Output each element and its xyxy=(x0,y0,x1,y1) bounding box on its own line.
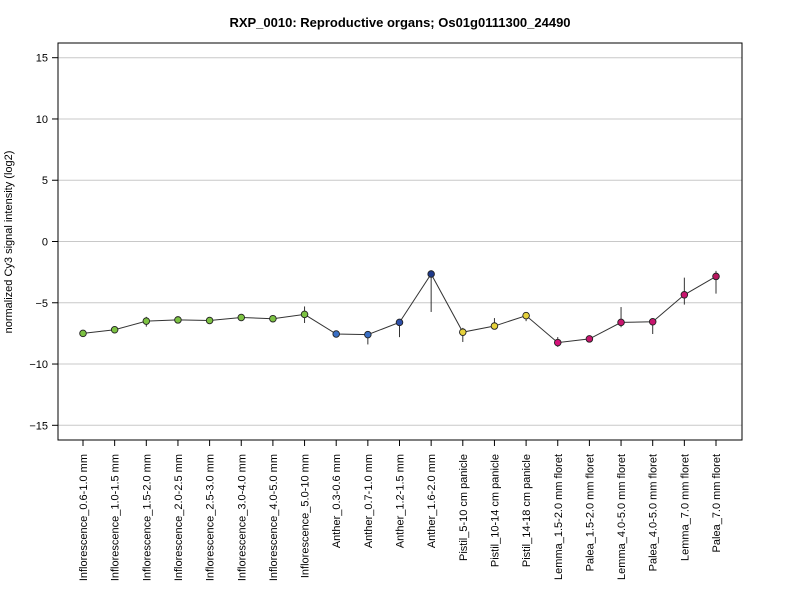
x-tick-label: Pistil_14-18 cm panicle xyxy=(521,454,533,567)
data-point xyxy=(332,330,340,338)
chart-title: RXP_0010: Reproductive organs; Os01g0111… xyxy=(229,15,570,30)
y-tick-label: 15 xyxy=(36,53,48,65)
x-tick-label: Pistil_5-10 cm panicle xyxy=(458,454,470,561)
y-tick-label: −5 xyxy=(35,298,48,310)
axes: −15 −10 −5 0 5 10 15 Inflorescence_0.6-1.0 mm In… xyxy=(29,42,743,581)
data-point xyxy=(490,322,499,330)
series xyxy=(79,270,720,347)
x-tick-label: Anther_0.7-1.0 mm xyxy=(363,454,375,548)
x-tick-label: Inflorescence_4.0-5.0 mm xyxy=(268,454,280,581)
x-tick-label: Anther_1.2-1.5 mm xyxy=(395,454,407,548)
data-point xyxy=(364,330,372,339)
x-tick-label: Palea_4.0-5.0 mm floret xyxy=(648,454,660,571)
data-point xyxy=(585,335,594,343)
data-point xyxy=(205,316,214,325)
data-point xyxy=(237,313,245,322)
x-tick-label: Lemma_1.5-2.0 mm floret xyxy=(553,454,565,580)
data-point xyxy=(142,317,151,325)
x-tick-label: Inflorescence_5.0-10 mm xyxy=(300,454,312,578)
data-point xyxy=(427,270,435,278)
x-tick-label: Inflorescence_1.0-1.5 mm xyxy=(110,454,122,581)
data-point xyxy=(554,338,562,347)
x-tick-label: Inflorescence_0.6-1.0 mm xyxy=(78,454,90,581)
data-point xyxy=(174,316,182,324)
data-point xyxy=(459,328,467,336)
data-point xyxy=(522,311,530,320)
data-point xyxy=(300,310,309,319)
x-tick-label: Palea_1.5-2.0 mm floret xyxy=(584,454,596,571)
x-tick-label: Inflorescence_3.0-4.0 mm xyxy=(236,454,248,581)
y-tick-label: 10 xyxy=(36,114,48,126)
x-tick-label: Inflorescence_2.5-3.0 mm xyxy=(205,454,217,581)
data-point xyxy=(269,314,277,323)
y-tick-label: 0 xyxy=(42,237,48,249)
data-point xyxy=(648,318,657,326)
grid-lines xyxy=(58,57,742,426)
data-point xyxy=(395,318,404,327)
y-axis-label: normalized Cy3 signal intensity (log2) xyxy=(3,151,15,334)
y-tick-label: 5 xyxy=(42,175,48,187)
x-tick-label: Anther_0.3-0.6 mm xyxy=(331,454,343,548)
data-point xyxy=(110,325,119,334)
x-tick-label: Inflorescence_1.5-2.0 mm xyxy=(141,454,153,581)
x-tick-label: Anther_1.6-2.0 mm xyxy=(426,454,438,548)
y-tick-label: −15 xyxy=(29,420,48,432)
x-tick-label: Pistil_10-14 cm panicle xyxy=(489,454,501,567)
y-tick-label: −10 xyxy=(29,359,48,371)
x-tick-label: Lemma_7.0 mm floret xyxy=(679,454,691,561)
data-point xyxy=(79,329,87,338)
data-point xyxy=(680,291,689,299)
data-point xyxy=(617,318,625,327)
x-tick-label: Lemma_4.0-5.0 mm floret xyxy=(616,454,628,580)
data-point xyxy=(712,272,720,281)
x-tick-label: Palea_7.0 mm floret xyxy=(711,454,723,552)
x-tick-label: Inflorescence_2.0-2.5 mm xyxy=(173,454,185,581)
